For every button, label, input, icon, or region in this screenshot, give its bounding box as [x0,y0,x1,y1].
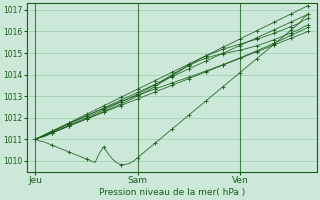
X-axis label: Pression niveau de la mer( hPa ): Pression niveau de la mer( hPa ) [99,188,245,197]
